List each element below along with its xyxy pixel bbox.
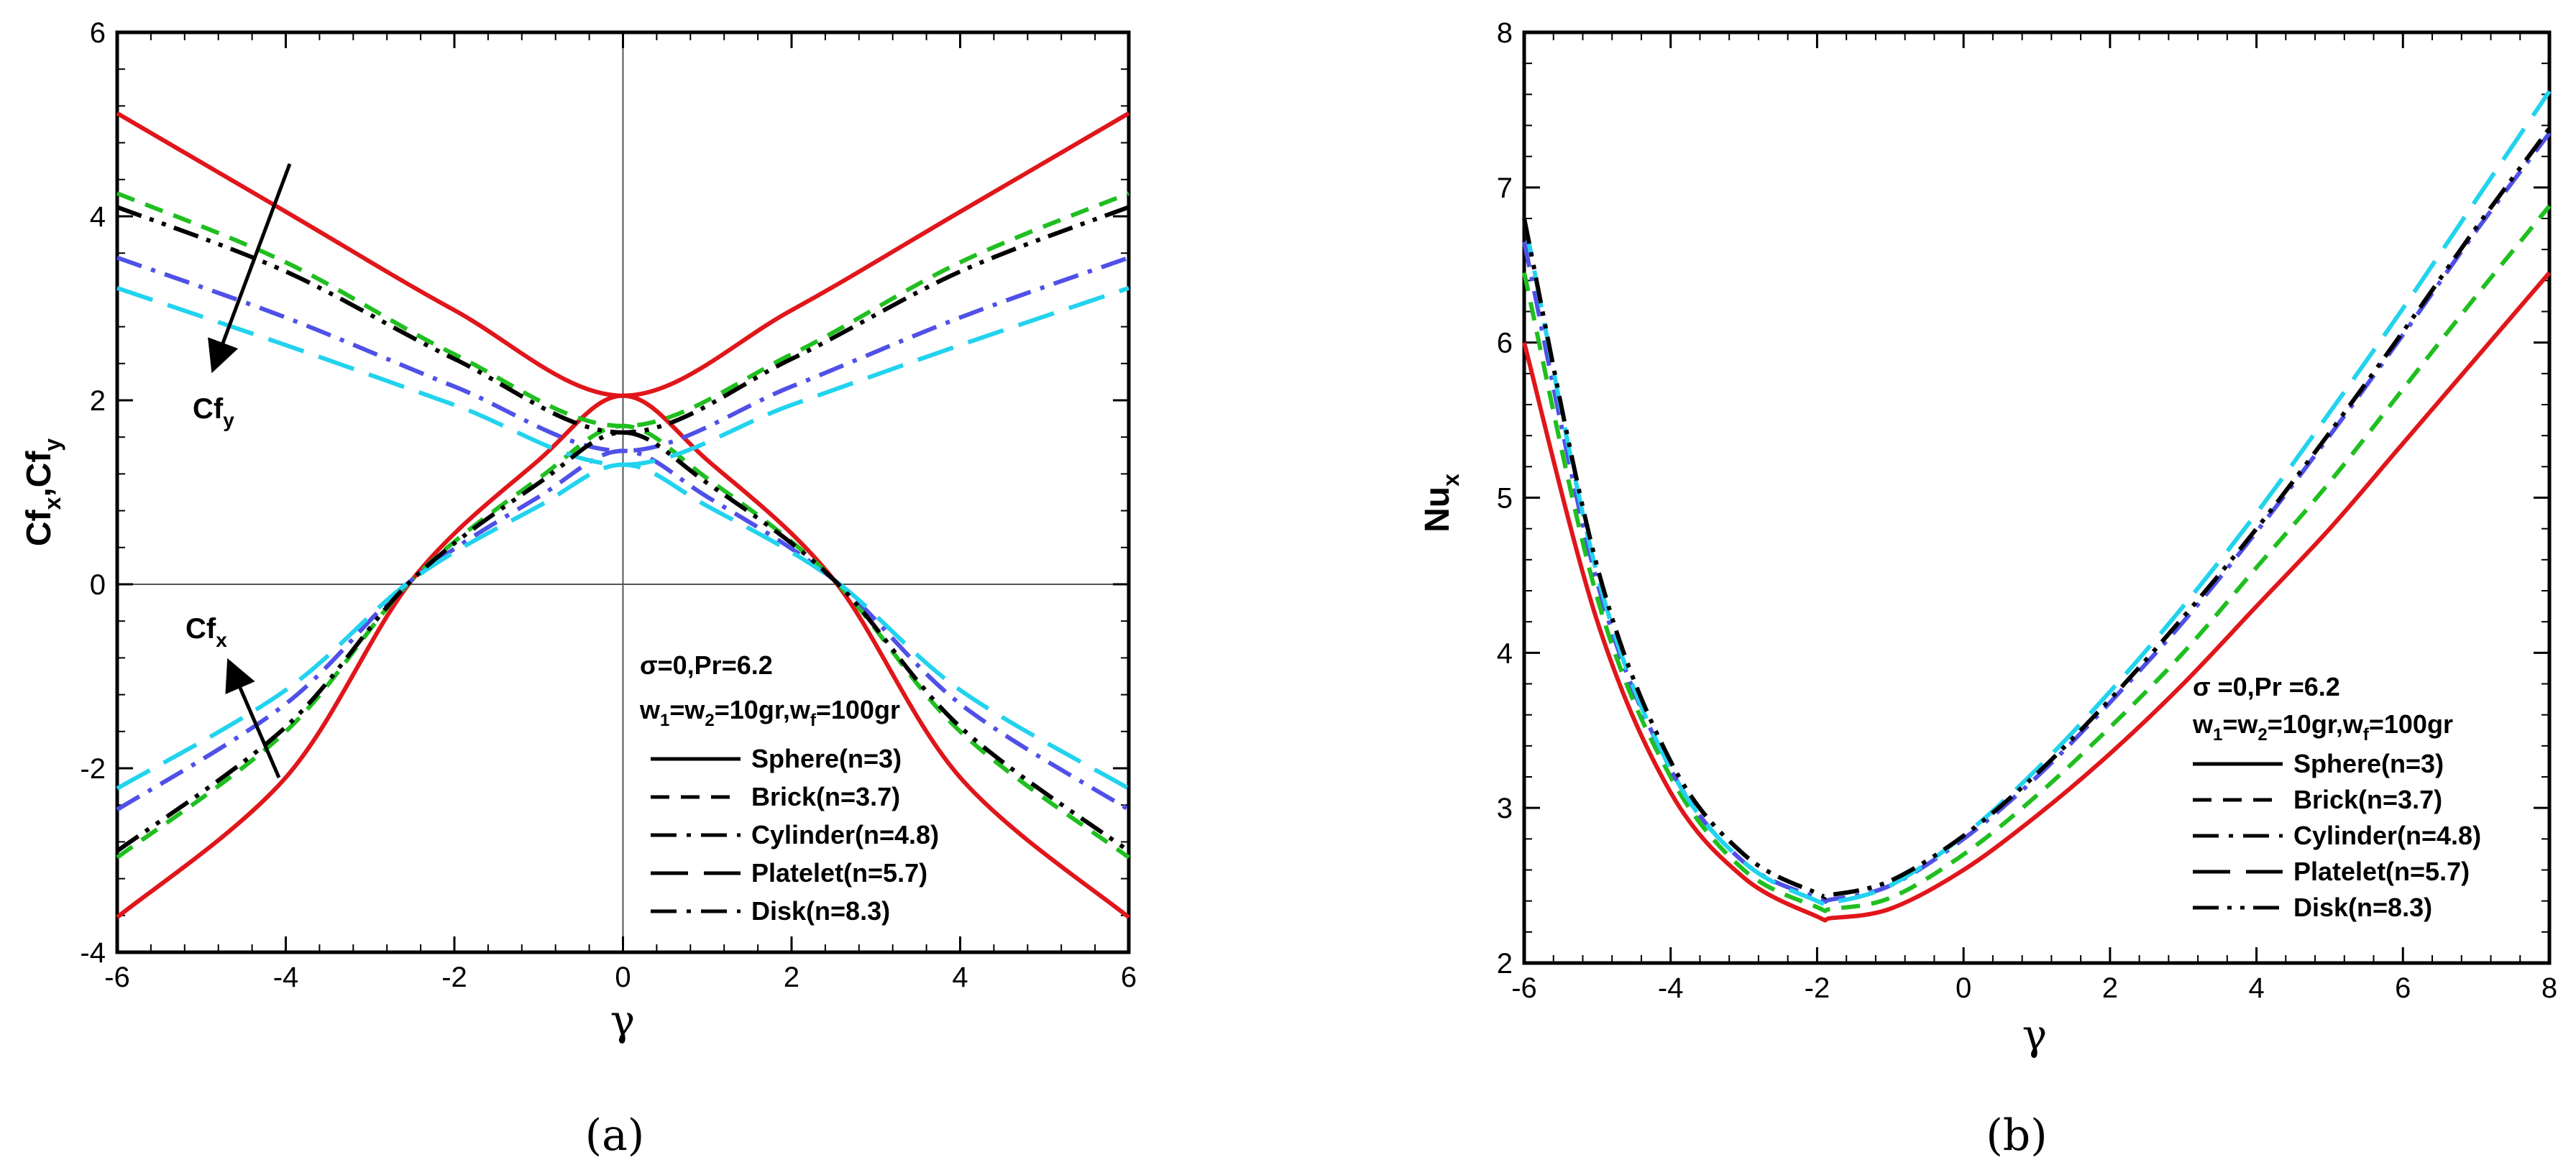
y-tick-label: 2 [90,385,106,417]
y-tick-label: 6 [90,17,106,49]
y-tick-label: -4 [80,937,106,969]
legend-a: σ=0,Pr=6.2 w1=w2=10gr,wf=100gr Sphere(n=… [639,650,939,926]
y-tick-label: 8 [1497,17,1513,49]
x-tick-label: -4 [273,962,299,993]
series-line-sphere [1522,271,2552,923]
series-b [1522,90,2552,923]
x-tick-label: -6 [1511,972,1537,1004]
series-line-cylinder-cfx [116,448,1130,812]
x-tick-label: 0 [615,962,631,993]
series-line-brick-cfx [116,423,1130,860]
y-tick-label: 4 [90,201,106,233]
chart-b: -6 -4 -2 0 2 4 6 8 2 3 4 5 6 7 8 γ Nux σ =0,Pr =6.2 w1… [1418,17,2557,1059]
legend-label: Disk(n=8.3) [751,896,890,926]
x-tick-label: 4 [2248,972,2264,1004]
cfx-arrow [225,658,281,778]
series-line-platelet-cfx [116,462,1130,791]
legend-label: Disk(n=8.3) [2293,893,2432,922]
x-axis-title-a: γ [610,996,636,1045]
cfy-label: Cfy [193,393,234,431]
x-axis-title-b: γ [2022,1010,2048,1059]
series-line-sphere-cfx [116,393,1130,919]
x-tick-label: 2 [784,962,799,993]
legend-label: Sphere(n=3) [751,744,902,773]
series-line-cylinder [1522,132,2552,904]
ticks-b: -6 -4 -2 0 2 4 6 8 2 3 4 5 6 7 8 [1497,17,2557,1004]
x-tick-label: 8 [2541,972,2557,1004]
caption-b: (b) [1986,1110,2047,1161]
x-tick-label: 2 [2102,972,2118,1004]
series-a [116,111,1130,919]
caption-a: (a) [585,1110,645,1161]
zero-lines-a [117,32,1129,952]
x-tick-label: -2 [1805,972,1830,1004]
cfy-arrow [208,163,292,374]
series-line-disk [1522,127,2552,900]
y-tick-label: 3 [1497,793,1513,824]
y-axis-title-a: Cfx,Cfy [20,438,65,546]
legend-label: Cylinder(n=4.8) [2293,821,2481,850]
cfx-label: Cfx [185,613,227,651]
legend-label: Platelet(n=5.7) [2293,857,2470,886]
legend-a-params1: σ=0,Pr=6.2 [640,650,773,680]
y-axis-title-b: Nux [1418,474,1464,533]
x-tick-label: 6 [2395,972,2411,1004]
legend-b-params1: σ =0,Pr =6.2 [2193,672,2340,701]
y-tick-label: 5 [1497,483,1513,515]
legend-label: Brick(n=3.7) [2293,785,2442,814]
legend-label: Cylinder(n=4.8) [751,820,939,849]
legend-label: Brick(n=3.7) [751,782,900,811]
x-tick-label: 6 [1121,962,1137,993]
y-tick-label: 0 [90,569,106,601]
x-tick-label: 0 [1956,972,1971,1004]
y-tick-label: 6 [1497,328,1513,359]
x-tick-label: -6 [104,962,130,993]
x-tick-label: 4 [952,962,968,993]
legend-a-params2: w1=w2=10gr,wf=100gr [639,695,900,730]
y-tick-label: 2 [1497,948,1513,980]
y-tick-label: -2 [80,753,106,785]
series-line-brick [1522,204,2552,913]
legend-b: σ =0,Pr =6.2 w1=w2=10gr,wf=100gr Sphere(… [2192,672,2481,922]
series-line-disk-cfy [116,205,1130,435]
legend-label: Platelet(n=5.7) [751,858,927,888]
legend-b-params2: w1=w2=10gr,wf=100gr [2192,709,2453,745]
x-tick-label: -2 [441,962,467,993]
y-tick-label: 4 [1497,637,1513,669]
x-tick-label: -4 [1658,972,1684,1004]
y-tick-label: 7 [1497,172,1513,204]
legend-label: Sphere(n=3) [2293,749,2444,778]
